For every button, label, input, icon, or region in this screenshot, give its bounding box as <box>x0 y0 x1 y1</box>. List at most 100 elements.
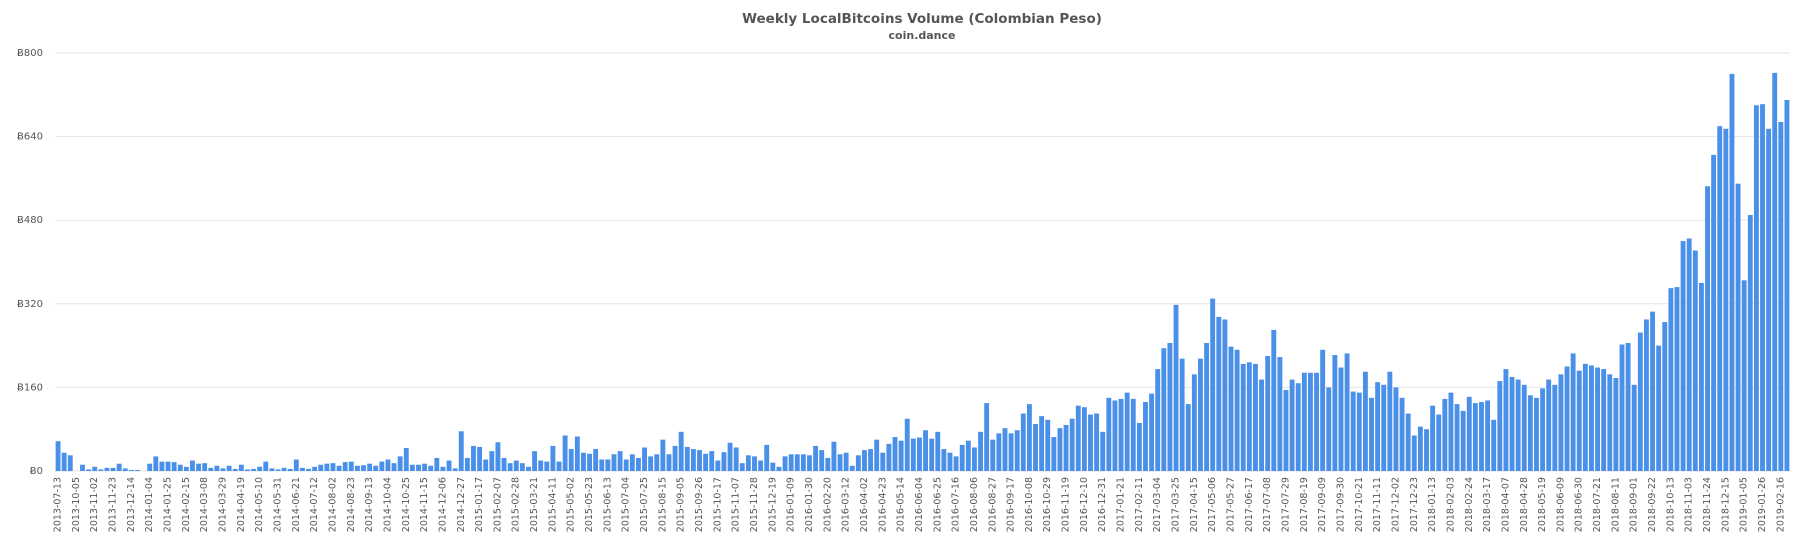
bar <box>843 452 849 471</box>
x-tick-label: 2018-04-07 <box>1500 477 1511 532</box>
x-tick-label: 2013-07-13 <box>53 477 64 532</box>
x-tick-label: 2014-07-12 <box>309 477 320 532</box>
bar <box>147 463 153 471</box>
bar <box>1570 353 1576 471</box>
bar <box>171 462 177 471</box>
bar <box>1735 183 1741 471</box>
bar <box>813 445 819 471</box>
bar <box>244 469 250 471</box>
x-tick-label: 2018-12-15 <box>1720 477 1731 532</box>
bar <box>1784 100 1790 472</box>
bar <box>1362 371 1368 471</box>
bar <box>917 437 922 471</box>
bar <box>1778 121 1784 471</box>
x-tick-label: 2014-10-25 <box>401 477 412 532</box>
bar <box>788 454 794 471</box>
bar <box>385 459 391 471</box>
bar <box>318 464 324 471</box>
x-tick-label: 2018-06-30 <box>1574 477 1585 532</box>
bar <box>196 463 202 471</box>
bar <box>1668 288 1674 471</box>
bar <box>190 460 195 471</box>
bar <box>862 450 867 471</box>
x-tick-label: 2017-08-19 <box>1299 477 1310 532</box>
x-tick-label: 2019-01-26 <box>1757 477 1768 532</box>
bar <box>1375 382 1381 471</box>
bar <box>220 468 226 471</box>
x-tick-label: 2015-07-25 <box>639 477 650 532</box>
bar <box>330 463 336 471</box>
bar <box>1130 398 1136 471</box>
bar <box>1741 280 1747 471</box>
bar <box>1698 282 1704 471</box>
x-tick-label: 2016-02-20 <box>822 477 833 532</box>
x-tick-label: 2017-03-04 <box>1152 477 1163 532</box>
bar <box>1289 379 1295 471</box>
bar <box>324 463 330 471</box>
bar <box>935 431 941 471</box>
y-tick-label: Ƀ640 <box>17 132 43 143</box>
bar <box>238 464 244 471</box>
bar <box>629 454 635 471</box>
bar <box>574 436 580 471</box>
bar <box>965 440 971 471</box>
bar <box>1155 369 1161 471</box>
bar <box>1020 413 1026 471</box>
bar <box>501 457 507 471</box>
x-tick-label: 2018-03-17 <box>1482 477 1493 532</box>
bar <box>1656 345 1662 471</box>
bar <box>1387 371 1393 471</box>
bar <box>86 469 92 471</box>
bar <box>1625 342 1631 471</box>
bar <box>122 468 128 471</box>
bar <box>1069 418 1075 471</box>
bar <box>739 463 745 471</box>
bar <box>434 457 440 471</box>
bar <box>819 450 825 471</box>
bar <box>1271 329 1277 471</box>
x-tick-label: 2016-08-06 <box>969 477 980 532</box>
x-tick-label: 2016-06-04 <box>914 477 925 532</box>
bar <box>1729 73 1735 472</box>
x-tick-label: 2017-12-23 <box>1409 477 1420 532</box>
bar <box>642 447 647 471</box>
bar <box>1301 372 1307 471</box>
x-tick-label: 2018-07-21 <box>1592 477 1603 532</box>
x-tick-label: 2019-01-05 <box>1739 477 1750 532</box>
bar <box>1595 367 1601 471</box>
bar <box>128 469 134 471</box>
bar <box>532 451 538 471</box>
bar <box>1118 398 1124 471</box>
x-tick-label: 2016-12-10 <box>1079 477 1090 532</box>
x-tick-label: 2015-08-15 <box>657 477 668 532</box>
x-tick-label: 2018-02-03 <box>1445 477 1456 532</box>
bar <box>281 467 287 471</box>
bar <box>984 403 990 471</box>
bar <box>855 455 861 471</box>
bar <box>1766 128 1772 471</box>
bar <box>1039 416 1045 471</box>
x-tick-label: 2014-01-04 <box>144 477 155 532</box>
bar <box>703 453 709 471</box>
x-tick-label: 2015-06-13 <box>602 477 613 532</box>
bar <box>904 418 910 471</box>
x-tick-label: 2016-01-30 <box>804 477 815 532</box>
bar <box>61 452 67 471</box>
bar <box>1356 392 1362 471</box>
bar <box>1717 126 1723 472</box>
bar <box>660 439 666 471</box>
x-tick-label: 2017-05-06 <box>1207 477 1218 532</box>
bar <box>1760 104 1765 471</box>
bar <box>361 465 366 471</box>
x-tick-label: 2015-02-07 <box>492 477 503 532</box>
bar <box>745 455 751 471</box>
x-tick-label: 2017-07-08 <box>1262 477 1273 532</box>
bar <box>910 438 916 471</box>
bar <box>1417 426 1423 471</box>
x-tick-label: 2017-05-27 <box>1226 477 1237 532</box>
bar <box>1546 379 1552 471</box>
bar <box>1607 374 1613 471</box>
bar <box>1075 405 1081 471</box>
bar <box>1222 319 1228 471</box>
bar <box>1479 402 1484 471</box>
